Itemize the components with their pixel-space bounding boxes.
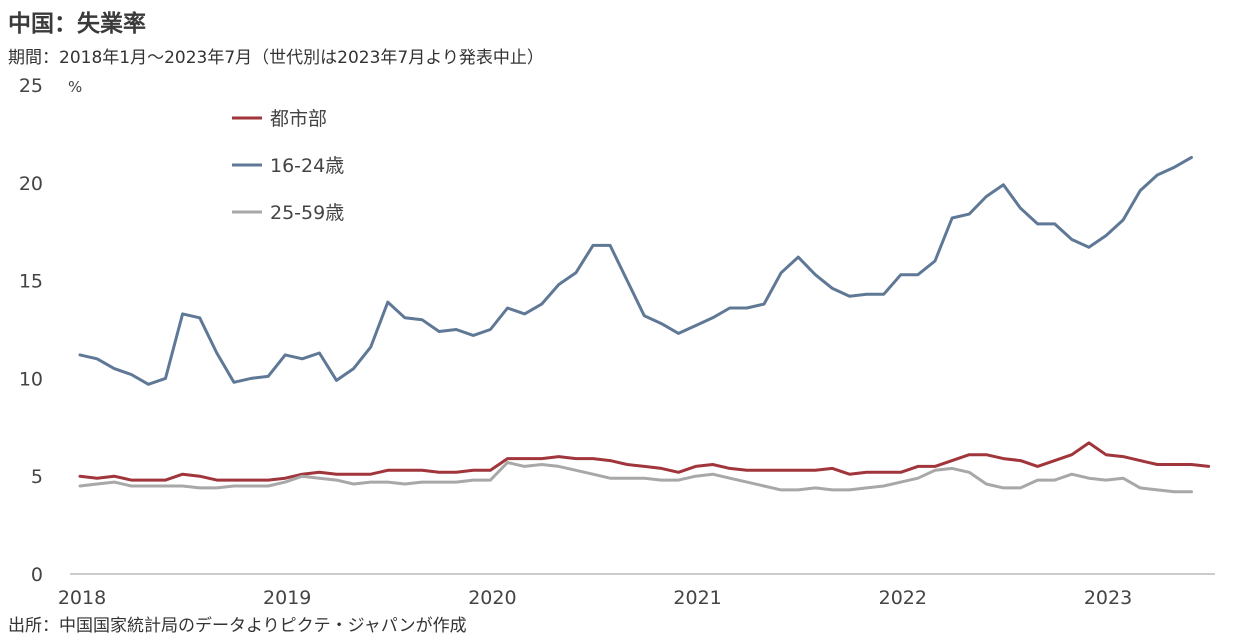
legend-label-1: 都市部 xyxy=(270,108,327,130)
x-tick-label: 2022 xyxy=(879,587,927,609)
legend-label-3: 25-59歳 xyxy=(270,202,344,224)
series-line-1 xyxy=(78,441,1211,482)
y-tick-label: 15 xyxy=(19,271,43,293)
x-tick-label: 2023 xyxy=(1084,587,1132,609)
chart-subtitle: 期間：2018年1月～2023年7月（世代別は2023年7月より発表中止） xyxy=(8,48,544,68)
x-tick-label: 2020 xyxy=(468,587,516,609)
y-unit-label: % xyxy=(68,78,82,96)
chart-title: 中国：失業率 xyxy=(8,11,146,37)
x-tick-label: 2018 xyxy=(58,587,106,609)
series-line-2 xyxy=(78,155,1193,386)
series-line-3 xyxy=(78,461,1193,494)
y-tick-label: 10 xyxy=(19,368,43,390)
source-note: 出所：中国国家統計局のデータよりピクテ・ジャパンが作成 xyxy=(8,616,467,636)
y-tick-label: 0 xyxy=(31,564,43,586)
y-tick-label: 5 xyxy=(31,466,43,488)
legend-label-2: 16-24歳 xyxy=(270,155,344,177)
x-tick-label: 2019 xyxy=(263,587,311,609)
y-tick-label: 20 xyxy=(19,173,43,195)
y-tick-label: 25 xyxy=(19,75,43,97)
x-tick-label: 2021 xyxy=(673,587,721,609)
